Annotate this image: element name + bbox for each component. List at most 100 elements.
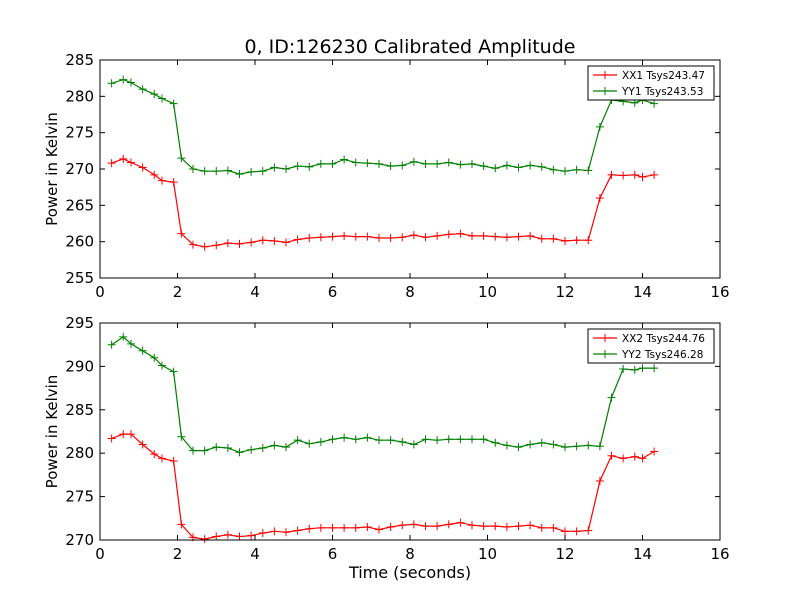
x-tick-label: 6 <box>328 283 338 301</box>
data-point <box>270 163 279 172</box>
data-point <box>375 234 383 243</box>
y-tick-label: 270 <box>65 531 94 549</box>
data-point <box>398 161 407 170</box>
data-point <box>158 361 166 370</box>
legend-marker <box>601 350 609 358</box>
data-point <box>127 339 135 348</box>
x-tick-label: 2 <box>173 545 183 563</box>
data-point <box>650 364 659 373</box>
data-point <box>561 527 569 536</box>
series-2 <box>107 75 659 179</box>
data-point <box>138 85 147 94</box>
x-tick-label: 2 <box>173 283 183 301</box>
data-point <box>456 229 465 238</box>
data-point <box>150 90 159 99</box>
data-point <box>584 236 593 245</box>
data-point <box>169 457 178 466</box>
legend-box <box>587 65 715 101</box>
data-point <box>479 231 488 240</box>
legend-label: YY2 Tsys246.28 <box>621 349 703 361</box>
y-tick-label: 280 <box>65 444 94 462</box>
data-point <box>491 164 500 173</box>
data-point <box>526 521 535 530</box>
data-point <box>340 433 349 442</box>
data-point <box>572 236 581 245</box>
data-point <box>328 232 337 241</box>
legend-label: XX2 Tsys244.76 <box>622 333 705 345</box>
data-point <box>200 535 209 544</box>
data-point <box>305 524 314 533</box>
y-tick-label: 270 <box>65 160 94 178</box>
data-point <box>638 364 647 373</box>
data-point <box>526 231 535 240</box>
data-point <box>514 232 523 241</box>
data-point <box>158 454 166 463</box>
series-1 <box>107 430 659 544</box>
data-point <box>328 435 337 444</box>
data-point <box>177 229 186 238</box>
data-point <box>398 521 407 530</box>
data-point <box>650 170 659 179</box>
data-point <box>119 430 128 439</box>
data-point <box>363 433 372 442</box>
data-point <box>351 158 360 167</box>
legend-label: YY1 Tsys243.53 <box>621 86 703 98</box>
data-point <box>549 234 558 243</box>
x-tick-label: 14 <box>633 545 652 563</box>
data-point <box>514 443 523 452</box>
data-point <box>212 167 221 176</box>
data-point <box>247 238 256 247</box>
data-point <box>491 438 500 447</box>
data-point <box>595 194 604 203</box>
data-point <box>328 523 337 532</box>
upper-plot: 0 2 4 6 8 10 12 14 16 255 260 265 270 275 280 285 Power … <box>43 51 730 301</box>
data-point <box>258 443 267 452</box>
legend-marker <box>601 71 609 79</box>
data-point <box>456 435 465 444</box>
data-point <box>584 526 593 535</box>
data-point <box>526 161 535 170</box>
data-point <box>282 443 290 452</box>
data-point <box>468 159 476 168</box>
data-point <box>630 365 639 374</box>
data-point <box>235 170 244 179</box>
data-point <box>270 527 279 536</box>
data-point <box>282 238 290 247</box>
data-point <box>409 520 418 529</box>
data-point <box>177 432 186 441</box>
x-tick-label: 0 <box>95 545 105 563</box>
data-point <box>127 78 135 87</box>
x-axis-label: Time (seconds) <box>348 563 471 582</box>
data-point <box>107 79 116 88</box>
x-tick-label: 4 <box>250 545 260 563</box>
data-point <box>375 436 383 445</box>
data-point <box>468 521 476 530</box>
data-point <box>223 239 232 248</box>
data-point <box>537 438 546 447</box>
data-point <box>572 527 581 536</box>
data-point <box>584 441 593 450</box>
data-point <box>316 159 325 168</box>
data-point <box>150 170 159 179</box>
data-point <box>305 234 314 243</box>
data-point <box>607 393 616 402</box>
data-point <box>119 75 128 84</box>
data-point <box>514 163 523 172</box>
data-point <box>212 443 221 452</box>
data-point <box>107 340 116 349</box>
data-point <box>282 165 290 173</box>
data-point <box>398 437 407 446</box>
x-tick-label: 10 <box>478 283 497 301</box>
data-point <box>491 522 500 531</box>
data-point <box>200 242 209 251</box>
data-point <box>595 442 604 451</box>
data-point <box>293 235 302 244</box>
data-point <box>433 231 442 240</box>
data-point <box>561 443 569 452</box>
data-point <box>650 447 659 456</box>
data-point <box>479 435 488 444</box>
data-point <box>127 158 135 167</box>
data-point <box>409 231 418 240</box>
x-tick-label: 6 <box>328 545 338 563</box>
data-point <box>212 532 221 541</box>
